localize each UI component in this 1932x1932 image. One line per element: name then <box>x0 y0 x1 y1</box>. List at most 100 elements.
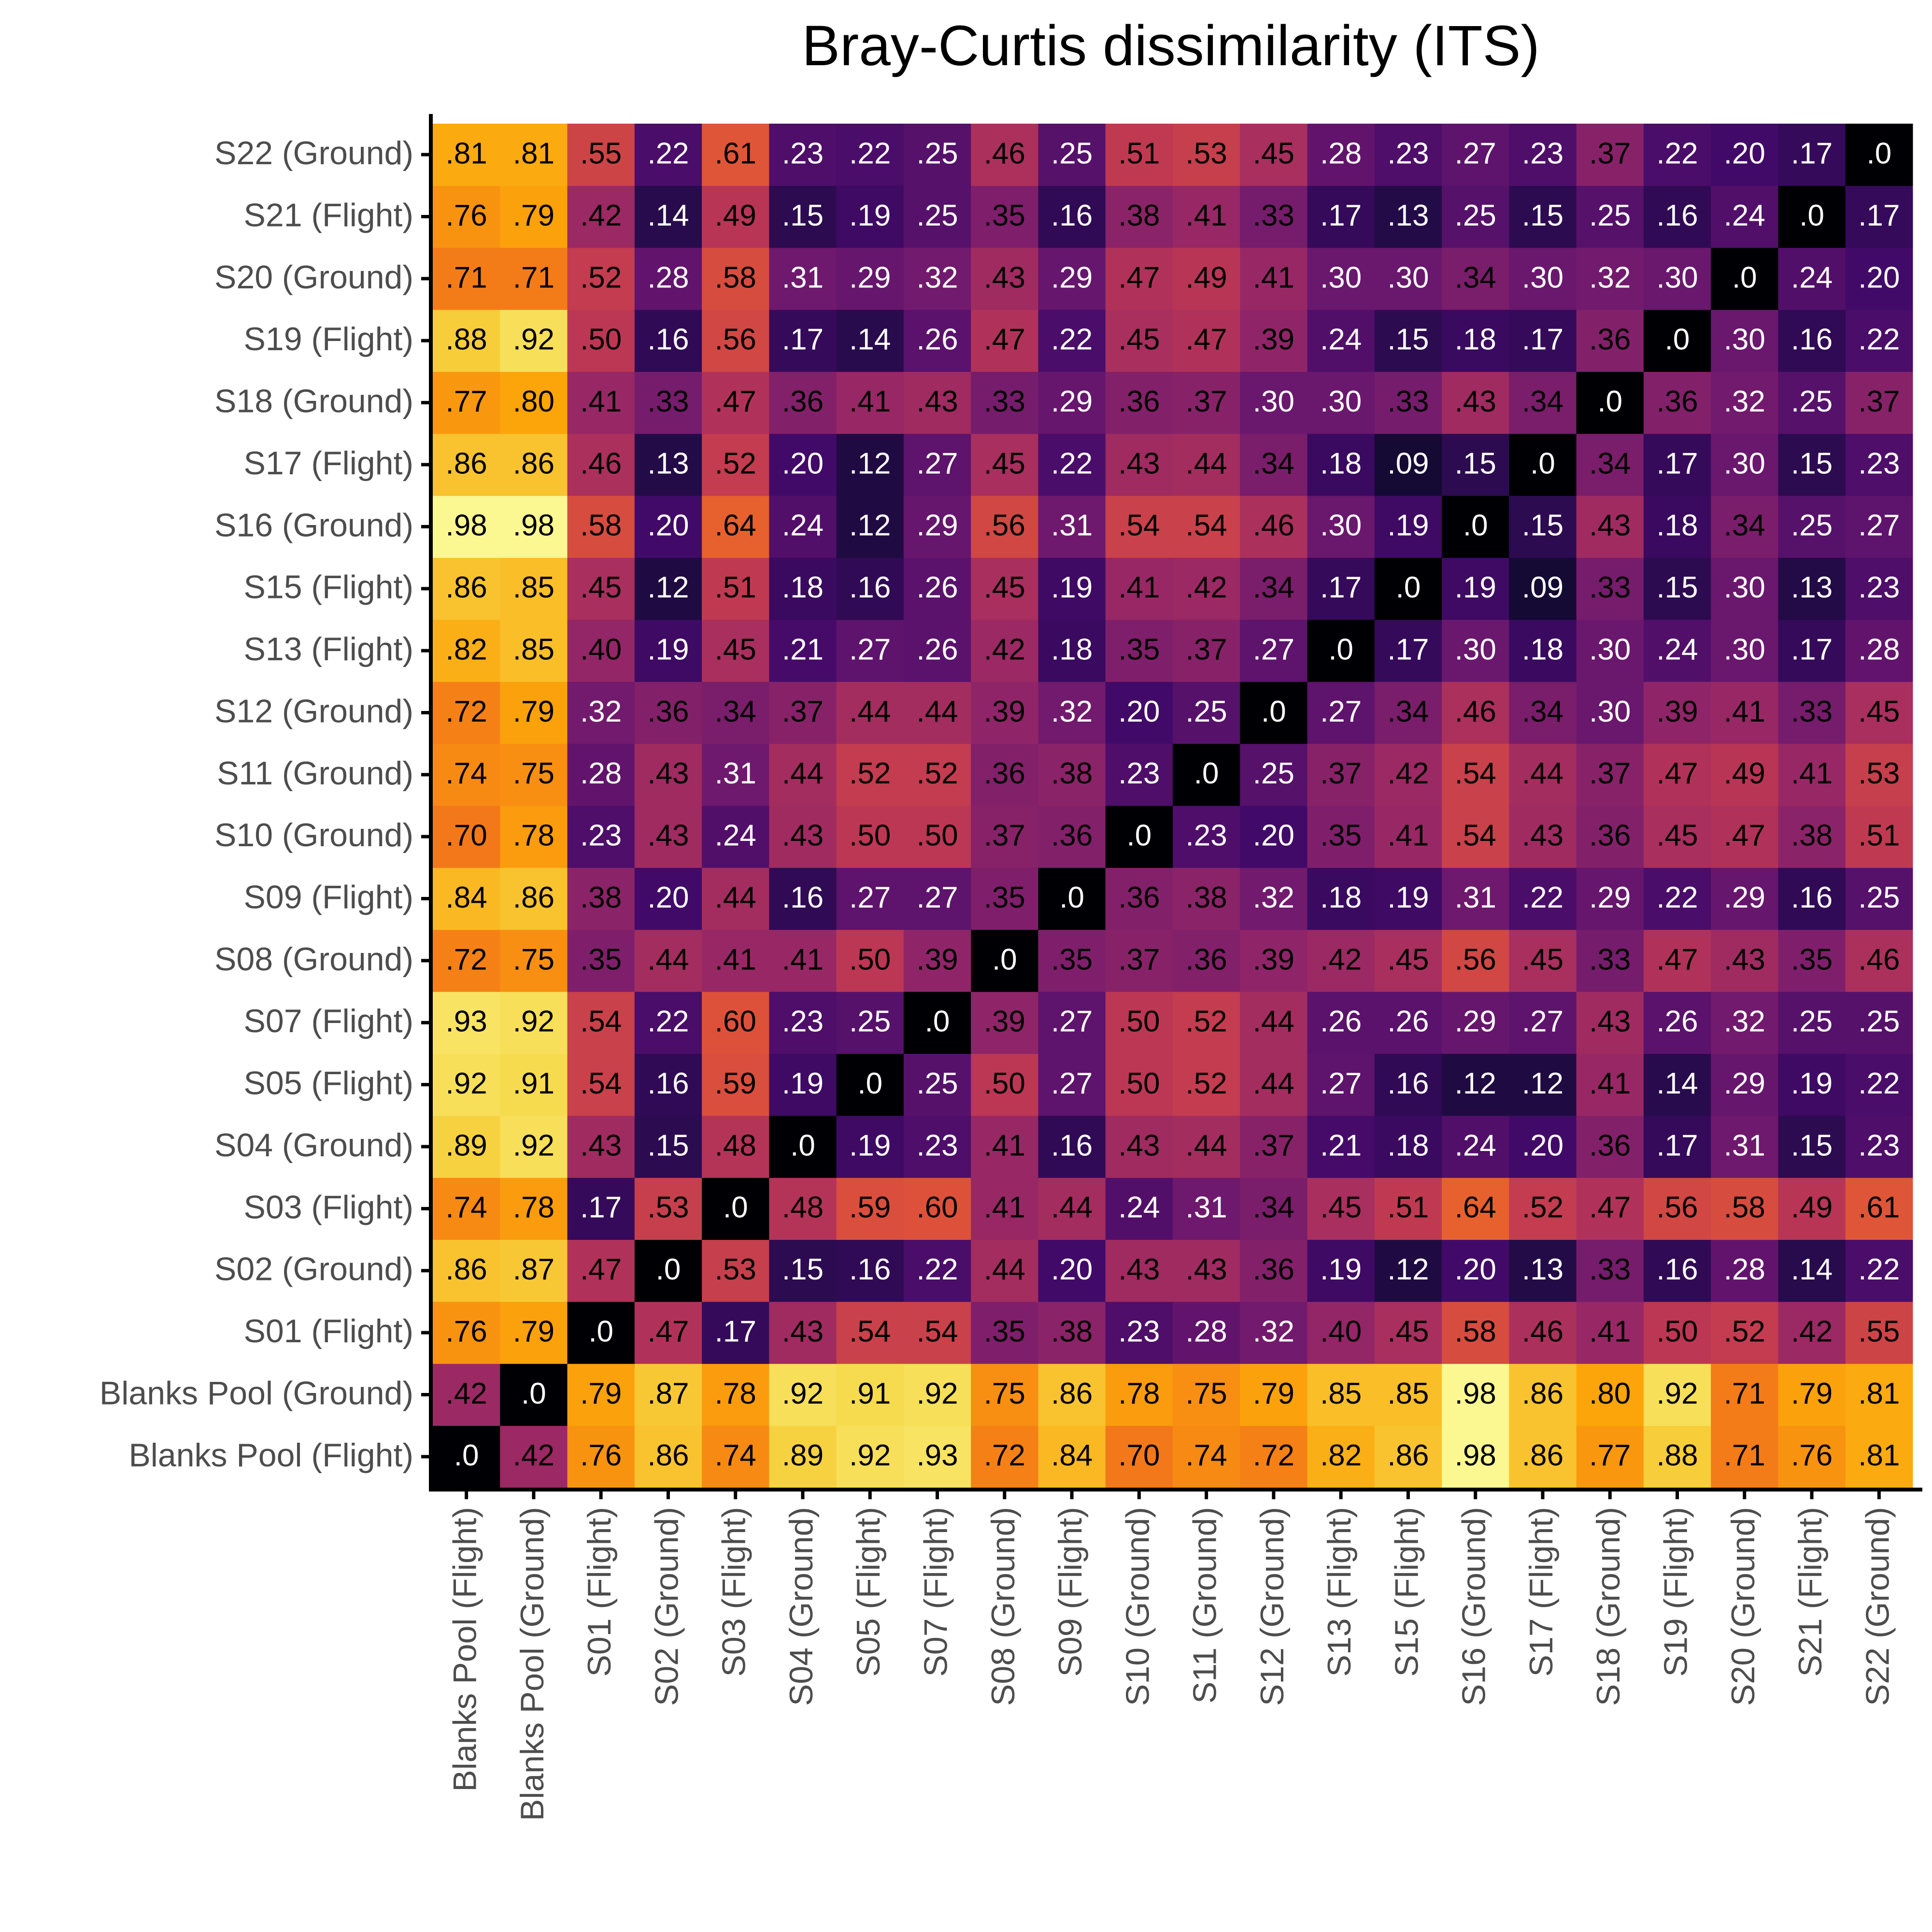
heatmap-cell <box>1643 1239 1711 1302</box>
heatmap-cell <box>1778 682 1846 744</box>
heatmap-cell <box>1509 1425 1577 1488</box>
heatmap-cell <box>1173 1364 1240 1426</box>
cell-label: .64 <box>715 509 756 542</box>
cell-label: .77 <box>446 385 487 418</box>
y-tick-label: S05 (Flight) <box>244 1065 413 1102</box>
heatmap-cell <box>971 619 1038 682</box>
cell-label: .71 <box>1724 1377 1765 1410</box>
cell-label: .15 <box>1791 1129 1833 1162</box>
cell-label: .71 <box>513 261 554 294</box>
heatmap-cell <box>1307 1053 1375 1116</box>
cell-label: .61 <box>1858 1191 1900 1224</box>
cell-label: .19 <box>782 1067 824 1100</box>
heatmap-cell <box>433 1115 500 1178</box>
heatmap-cell <box>1442 1239 1509 1302</box>
cell-label: .20 <box>1253 819 1294 852</box>
heatmap-cell <box>1643 371 1711 434</box>
cell-label: .79 <box>1253 1377 1294 1410</box>
cell-label: .80 <box>1589 1377 1631 1410</box>
heatmap-cell <box>971 806 1038 868</box>
cell-label: .38 <box>1051 757 1093 790</box>
cell-label: .89 <box>782 1439 824 1472</box>
heatmap-cell <box>1509 310 1577 372</box>
y-tick-label: S19 (Flight) <box>244 321 413 357</box>
heatmap-cell <box>1374 929 1442 992</box>
cell-label: .28 <box>1858 633 1900 666</box>
heatmap-cell <box>567 806 635 868</box>
heatmap-cell <box>634 1115 702 1178</box>
cell-label: .15 <box>782 199 824 232</box>
cell-label: .23 <box>1118 1315 1160 1348</box>
heatmap-cell <box>971 433 1038 496</box>
x-tick-label: Blanks Pool (Ground) <box>514 1507 551 1821</box>
heatmap-cell <box>567 185 635 248</box>
heatmap-cell <box>971 1239 1038 1302</box>
heatmap-cell <box>634 743 702 806</box>
cell-label: .18 <box>1320 447 1362 480</box>
heatmap-cell <box>634 682 702 744</box>
y-tick-label: S02 (Ground) <box>214 1251 413 1288</box>
heatmap-cell <box>567 496 635 558</box>
heatmap-cell <box>836 1425 904 1488</box>
heatmap-cell <box>433 185 500 248</box>
cell-label: .23 <box>1858 571 1900 604</box>
heatmap-cell <box>433 867 500 930</box>
heatmap-cell <box>1307 929 1375 992</box>
heatmap-cell <box>1105 743 1173 806</box>
heatmap-cell <box>1105 619 1173 682</box>
cell-label: .30 <box>1387 261 1429 294</box>
heatmap-cell <box>1374 371 1442 434</box>
cell-label: .23 <box>580 819 622 852</box>
cell-label: .29 <box>1724 1067 1765 1100</box>
cell-label: .37 <box>1589 757 1631 790</box>
cell-label: .47 <box>715 385 756 418</box>
cell-label: .49 <box>1186 261 1227 294</box>
heatmap-cell <box>500 1301 568 1364</box>
cell-label: .92 <box>513 1005 554 1038</box>
heatmap-cell <box>1038 371 1106 434</box>
cell-label: .23 <box>916 1129 958 1162</box>
cell-label: .50 <box>849 943 891 976</box>
heatmap-cell <box>903 496 971 558</box>
heatmap-cell <box>1173 1115 1240 1178</box>
heatmap-cell <box>433 247 500 310</box>
heatmap-cell <box>433 992 500 1054</box>
heatmap-cell <box>1509 1364 1577 1426</box>
heatmap-cell <box>1173 929 1240 992</box>
heatmap-cell <box>903 310 971 372</box>
cell-label: .20 <box>647 881 689 914</box>
heatmap-cell <box>634 1239 702 1302</box>
cell-label: .44 <box>1186 447 1227 480</box>
heatmap-cell <box>903 619 971 682</box>
heatmap-cell <box>634 1425 702 1488</box>
cell-label: .42 <box>446 1377 487 1410</box>
heatmap-cell <box>567 557 635 620</box>
cell-label: .50 <box>1656 1315 1698 1348</box>
heatmap-cell <box>1240 124 1308 186</box>
heatmap-cell <box>702 1178 769 1240</box>
cell-label: .15 <box>1387 323 1429 356</box>
heatmap-cell <box>1442 1301 1509 1364</box>
cell-label: .30 <box>1320 385 1362 418</box>
cell-label: .92 <box>849 1439 891 1472</box>
cell-label: .28 <box>580 757 622 790</box>
cell-label: .13 <box>647 447 689 480</box>
heatmap-cell <box>702 371 769 434</box>
cell-label: .34 <box>1253 1191 1294 1224</box>
y-tick-label: S01 (Flight) <box>244 1313 413 1350</box>
cell-label: .41 <box>1387 819 1429 852</box>
heatmap-cell <box>433 619 500 682</box>
cell-label: .16 <box>1791 323 1833 356</box>
heatmap-cell <box>1307 867 1375 930</box>
heatmap-cell <box>1442 743 1509 806</box>
heatmap-cell <box>836 992 904 1054</box>
cell-label: .75 <box>1186 1377 1227 1410</box>
cell-label: .0 <box>723 1191 748 1224</box>
cell-label: .50 <box>984 1067 1025 1100</box>
heatmap-cell <box>1442 557 1509 620</box>
heatmap-cell <box>1105 1425 1173 1488</box>
cell-label: .42 <box>513 1439 554 1472</box>
cell-label: .14 <box>647 199 689 232</box>
heatmap-cell <box>769 557 837 620</box>
heatmap-cell <box>1038 1364 1106 1426</box>
